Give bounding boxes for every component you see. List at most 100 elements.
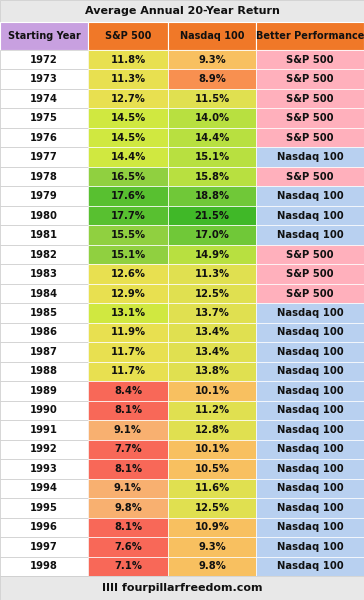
Bar <box>168 89 256 109</box>
Bar <box>256 440 364 459</box>
Bar <box>0 557 88 576</box>
Text: 8.4%: 8.4% <box>114 386 142 396</box>
Bar <box>168 342 256 362</box>
Text: 11.8%: 11.8% <box>110 55 146 65</box>
Text: 8.9%: 8.9% <box>198 74 226 84</box>
Bar <box>88 22 168 50</box>
Bar <box>256 89 364 109</box>
Bar <box>168 381 256 401</box>
Text: Nasdaq 100: Nasdaq 100 <box>277 367 343 376</box>
Bar <box>0 50 88 70</box>
Text: 1976: 1976 <box>30 133 58 143</box>
Text: 1975: 1975 <box>30 113 58 123</box>
Text: 17.0%: 17.0% <box>195 230 229 240</box>
Bar <box>88 109 168 128</box>
Bar <box>168 518 256 537</box>
Bar <box>168 148 256 167</box>
Text: 7.6%: 7.6% <box>114 542 142 552</box>
Text: S&P 500: S&P 500 <box>286 289 334 299</box>
Bar <box>168 264 256 284</box>
Bar <box>168 401 256 420</box>
Bar <box>256 148 364 167</box>
Text: 1984: 1984 <box>30 289 58 299</box>
Bar <box>256 557 364 576</box>
Text: 15.5%: 15.5% <box>110 230 146 240</box>
Text: 14.4%: 14.4% <box>110 152 146 162</box>
Bar <box>0 245 88 264</box>
Text: 1987: 1987 <box>30 347 58 357</box>
Text: Nasdaq 100: Nasdaq 100 <box>277 503 343 513</box>
Text: 13.1%: 13.1% <box>110 308 146 318</box>
Text: Nasdaq 100: Nasdaq 100 <box>277 406 343 415</box>
Text: 15.1%: 15.1% <box>194 152 230 162</box>
Text: S&P 500: S&P 500 <box>286 113 334 123</box>
Text: 11.9%: 11.9% <box>110 328 146 337</box>
Text: S&P 500: S&P 500 <box>105 31 151 41</box>
Text: Nasdaq 100: Nasdaq 100 <box>277 308 343 318</box>
Bar <box>0 440 88 459</box>
Bar <box>256 50 364 70</box>
Text: 1974: 1974 <box>30 94 58 104</box>
Text: 1990: 1990 <box>30 406 58 415</box>
Text: 10.9%: 10.9% <box>195 522 229 532</box>
Bar <box>0 362 88 381</box>
Bar <box>0 226 88 245</box>
Bar <box>0 206 88 226</box>
Text: 1982: 1982 <box>30 250 58 260</box>
Bar <box>0 167 88 187</box>
Text: Nasdaq 100: Nasdaq 100 <box>277 211 343 221</box>
Text: 1995: 1995 <box>30 503 58 513</box>
Bar <box>168 420 256 440</box>
Text: 8.1%: 8.1% <box>114 464 142 474</box>
Text: 1986: 1986 <box>30 328 58 337</box>
Text: 9.3%: 9.3% <box>198 542 226 552</box>
Text: 13.4%: 13.4% <box>194 328 230 337</box>
Text: 11.5%: 11.5% <box>194 94 230 104</box>
Text: 9.3%: 9.3% <box>198 55 226 65</box>
Text: 1980: 1980 <box>30 211 58 221</box>
Bar <box>256 264 364 284</box>
Bar <box>0 537 88 557</box>
Text: 14.9%: 14.9% <box>194 250 230 260</box>
Bar <box>0 323 88 342</box>
Bar <box>0 128 88 148</box>
Text: 17.7%: 17.7% <box>111 211 146 221</box>
Bar <box>256 128 364 148</box>
Bar <box>88 284 168 303</box>
Bar <box>0 342 88 362</box>
Text: Average Annual 20-Year Return: Average Annual 20-Year Return <box>84 6 280 16</box>
Bar <box>88 245 168 264</box>
Text: 1996: 1996 <box>30 522 58 532</box>
Bar <box>0 401 88 420</box>
Bar <box>256 187 364 206</box>
Bar <box>88 50 168 70</box>
Bar <box>168 70 256 89</box>
Bar <box>88 557 168 576</box>
Text: S&P 500: S&P 500 <box>286 55 334 65</box>
Bar <box>88 440 168 459</box>
Text: Nasdaq 100: Nasdaq 100 <box>277 542 343 552</box>
Text: 17.6%: 17.6% <box>111 191 146 201</box>
Text: Nasdaq 100: Nasdaq 100 <box>277 347 343 357</box>
Text: 14.5%: 14.5% <box>110 133 146 143</box>
Bar <box>0 89 88 109</box>
Text: 1997: 1997 <box>30 542 58 552</box>
Bar <box>0 284 88 303</box>
Text: 7.7%: 7.7% <box>114 445 142 454</box>
Bar <box>168 245 256 264</box>
Text: Nasdaq 100: Nasdaq 100 <box>277 191 343 201</box>
Bar <box>0 518 88 537</box>
Bar <box>168 362 256 381</box>
Bar <box>88 167 168 187</box>
Text: 1972: 1972 <box>30 55 58 65</box>
Text: Nasdaq 100: Nasdaq 100 <box>180 31 244 41</box>
Text: 13.7%: 13.7% <box>195 308 229 318</box>
Bar <box>168 226 256 245</box>
Text: 1983: 1983 <box>30 269 58 279</box>
Bar <box>88 362 168 381</box>
Bar <box>88 206 168 226</box>
Bar <box>256 323 364 342</box>
Bar <box>0 420 88 440</box>
Text: Nasdaq 100: Nasdaq 100 <box>277 561 343 571</box>
Bar <box>88 128 168 148</box>
